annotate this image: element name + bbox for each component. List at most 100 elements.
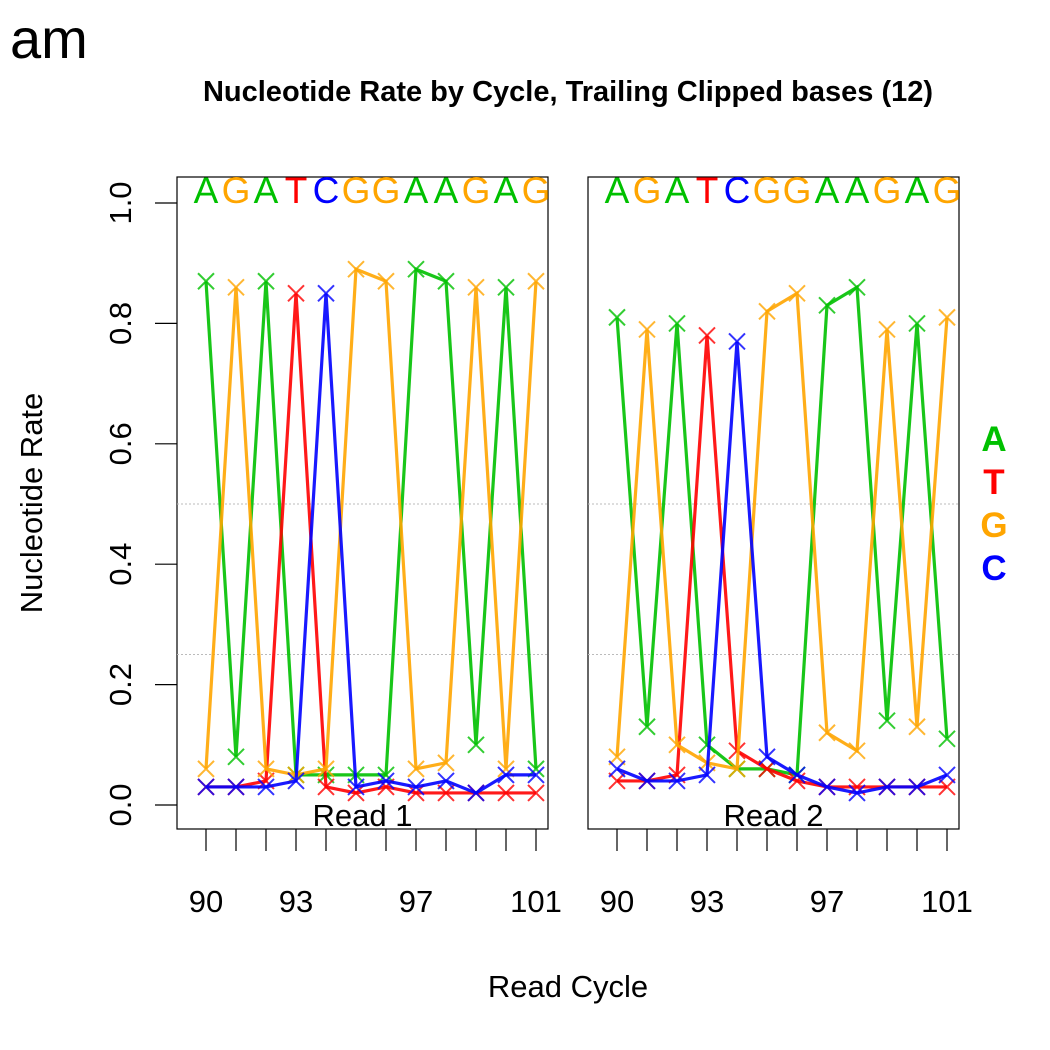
data-point-G: [377, 272, 395, 290]
x-tick-label: 101: [510, 884, 562, 919]
data-point-A: [668, 314, 686, 333]
data-point-C: [527, 766, 545, 784]
data-point-C: [848, 784, 866, 802]
sequence-letter: A: [404, 170, 429, 211]
y-axis-label: Nucleotide Rate: [14, 393, 49, 614]
y-tick-label: 0.0: [103, 783, 138, 826]
data-point-G: [347, 260, 365, 278]
data-point-G: [407, 760, 425, 778]
legend-item-C: C: [981, 549, 1006, 588]
sequence-letter: G: [783, 170, 812, 211]
sequence-letter: G: [342, 170, 371, 211]
data-point-G: [668, 736, 686, 754]
data-point-C: [377, 772, 395, 790]
data-point-G: [848, 742, 866, 760]
data-point-A: [407, 260, 425, 278]
data-point-G: [467, 278, 485, 296]
data-point-T: [347, 784, 365, 802]
data-point-G: [818, 724, 836, 742]
x-tick-label: 101: [921, 884, 973, 919]
data-point-G: [527, 272, 545, 290]
series-line-G: [615, 290, 949, 771]
data-point-C: [608, 760, 626, 778]
x-tick-label: 90: [189, 884, 223, 919]
y-tick-label: 1.0: [103, 181, 138, 224]
y-tick-label: 0.4: [103, 543, 138, 586]
sequence-letter: A: [254, 170, 279, 211]
data-point-A: [608, 308, 626, 327]
data-point-T: [698, 326, 716, 345]
y-tick-label: 0.2: [103, 663, 138, 706]
series-line-C: [206, 293, 536, 795]
x-tick-label: 93: [690, 884, 724, 919]
panel-frame: [587, 176, 960, 830]
series-line-G: [204, 266, 538, 777]
data-point-G: [788, 284, 806, 303]
data-point-G: [317, 760, 335, 778]
data-point-G: [437, 754, 455, 772]
legend-item-T: T: [983, 463, 1004, 502]
data-point-C: [317, 284, 335, 303]
data-point-G: [638, 320, 656, 339]
y-axis: 0.0 0.2 0.4 0.6 0.8 1.0: [103, 181, 177, 827]
data-point-C: [728, 332, 746, 351]
series-line-A: [204, 266, 538, 777]
sequence-letter: A: [194, 170, 219, 211]
data-point-C: [197, 778, 215, 796]
data-point-A: [878, 712, 896, 730]
data-point-C: [668, 772, 686, 790]
data-point-G: [197, 760, 215, 778]
data-point-A: [497, 278, 515, 296]
x-axis-label: Read Cycle: [488, 969, 648, 1004]
sequence-letter: A: [434, 170, 459, 211]
y-tick-label: 0.8: [103, 302, 138, 345]
data-point-C: [287, 772, 305, 790]
data-point-G: [908, 718, 926, 736]
panel-label: Read 2: [724, 798, 824, 833]
data-point-A: [698, 736, 716, 754]
data-point-G: [938, 308, 956, 327]
series-C: [608, 332, 956, 802]
legend-item-A: A: [981, 420, 1006, 459]
sequence-letter: T: [696, 170, 719, 211]
sequence-letter: G: [753, 170, 782, 211]
sequence-letter: A: [845, 170, 870, 211]
data-point-G: [758, 302, 776, 321]
sequence-letter: T: [285, 170, 308, 211]
data-point-G: [728, 760, 746, 778]
data-point-A: [467, 736, 485, 754]
data-point-A: [818, 296, 836, 315]
panel-label: Read 1: [313, 798, 413, 833]
data-point-A: [848, 278, 866, 296]
series-G: [197, 260, 545, 784]
data-point-C: [818, 778, 836, 796]
sequence-letter: C: [724, 170, 751, 211]
sequence-letter: C: [313, 170, 340, 211]
data-point-C: [788, 766, 806, 784]
y-tick-label: 0.6: [103, 422, 138, 465]
sequence-letter: A: [494, 170, 519, 211]
sequence-letter: G: [633, 170, 662, 211]
data-point-A: [197, 272, 215, 290]
data-point-C: [908, 778, 926, 796]
data-point-C: [878, 778, 896, 796]
sequence-letter: A: [665, 170, 690, 211]
data-point-A: [227, 748, 245, 766]
data-point-A: [437, 272, 455, 290]
x-tick-label: 93: [279, 884, 313, 919]
chart-title: Nucleotide Rate by Cycle, Trailing Clipp…: [203, 76, 933, 108]
data-point-A: [938, 730, 956, 748]
x-tick-label: 97: [399, 884, 433, 919]
data-point-C: [497, 766, 515, 784]
sequence-letter: A: [905, 170, 930, 211]
x-tick-label: 97: [810, 884, 844, 919]
sequence-letter: A: [605, 170, 630, 211]
series-line-A: [615, 284, 949, 777]
data-point-T: [407, 784, 425, 802]
series-C: [197, 284, 545, 802]
